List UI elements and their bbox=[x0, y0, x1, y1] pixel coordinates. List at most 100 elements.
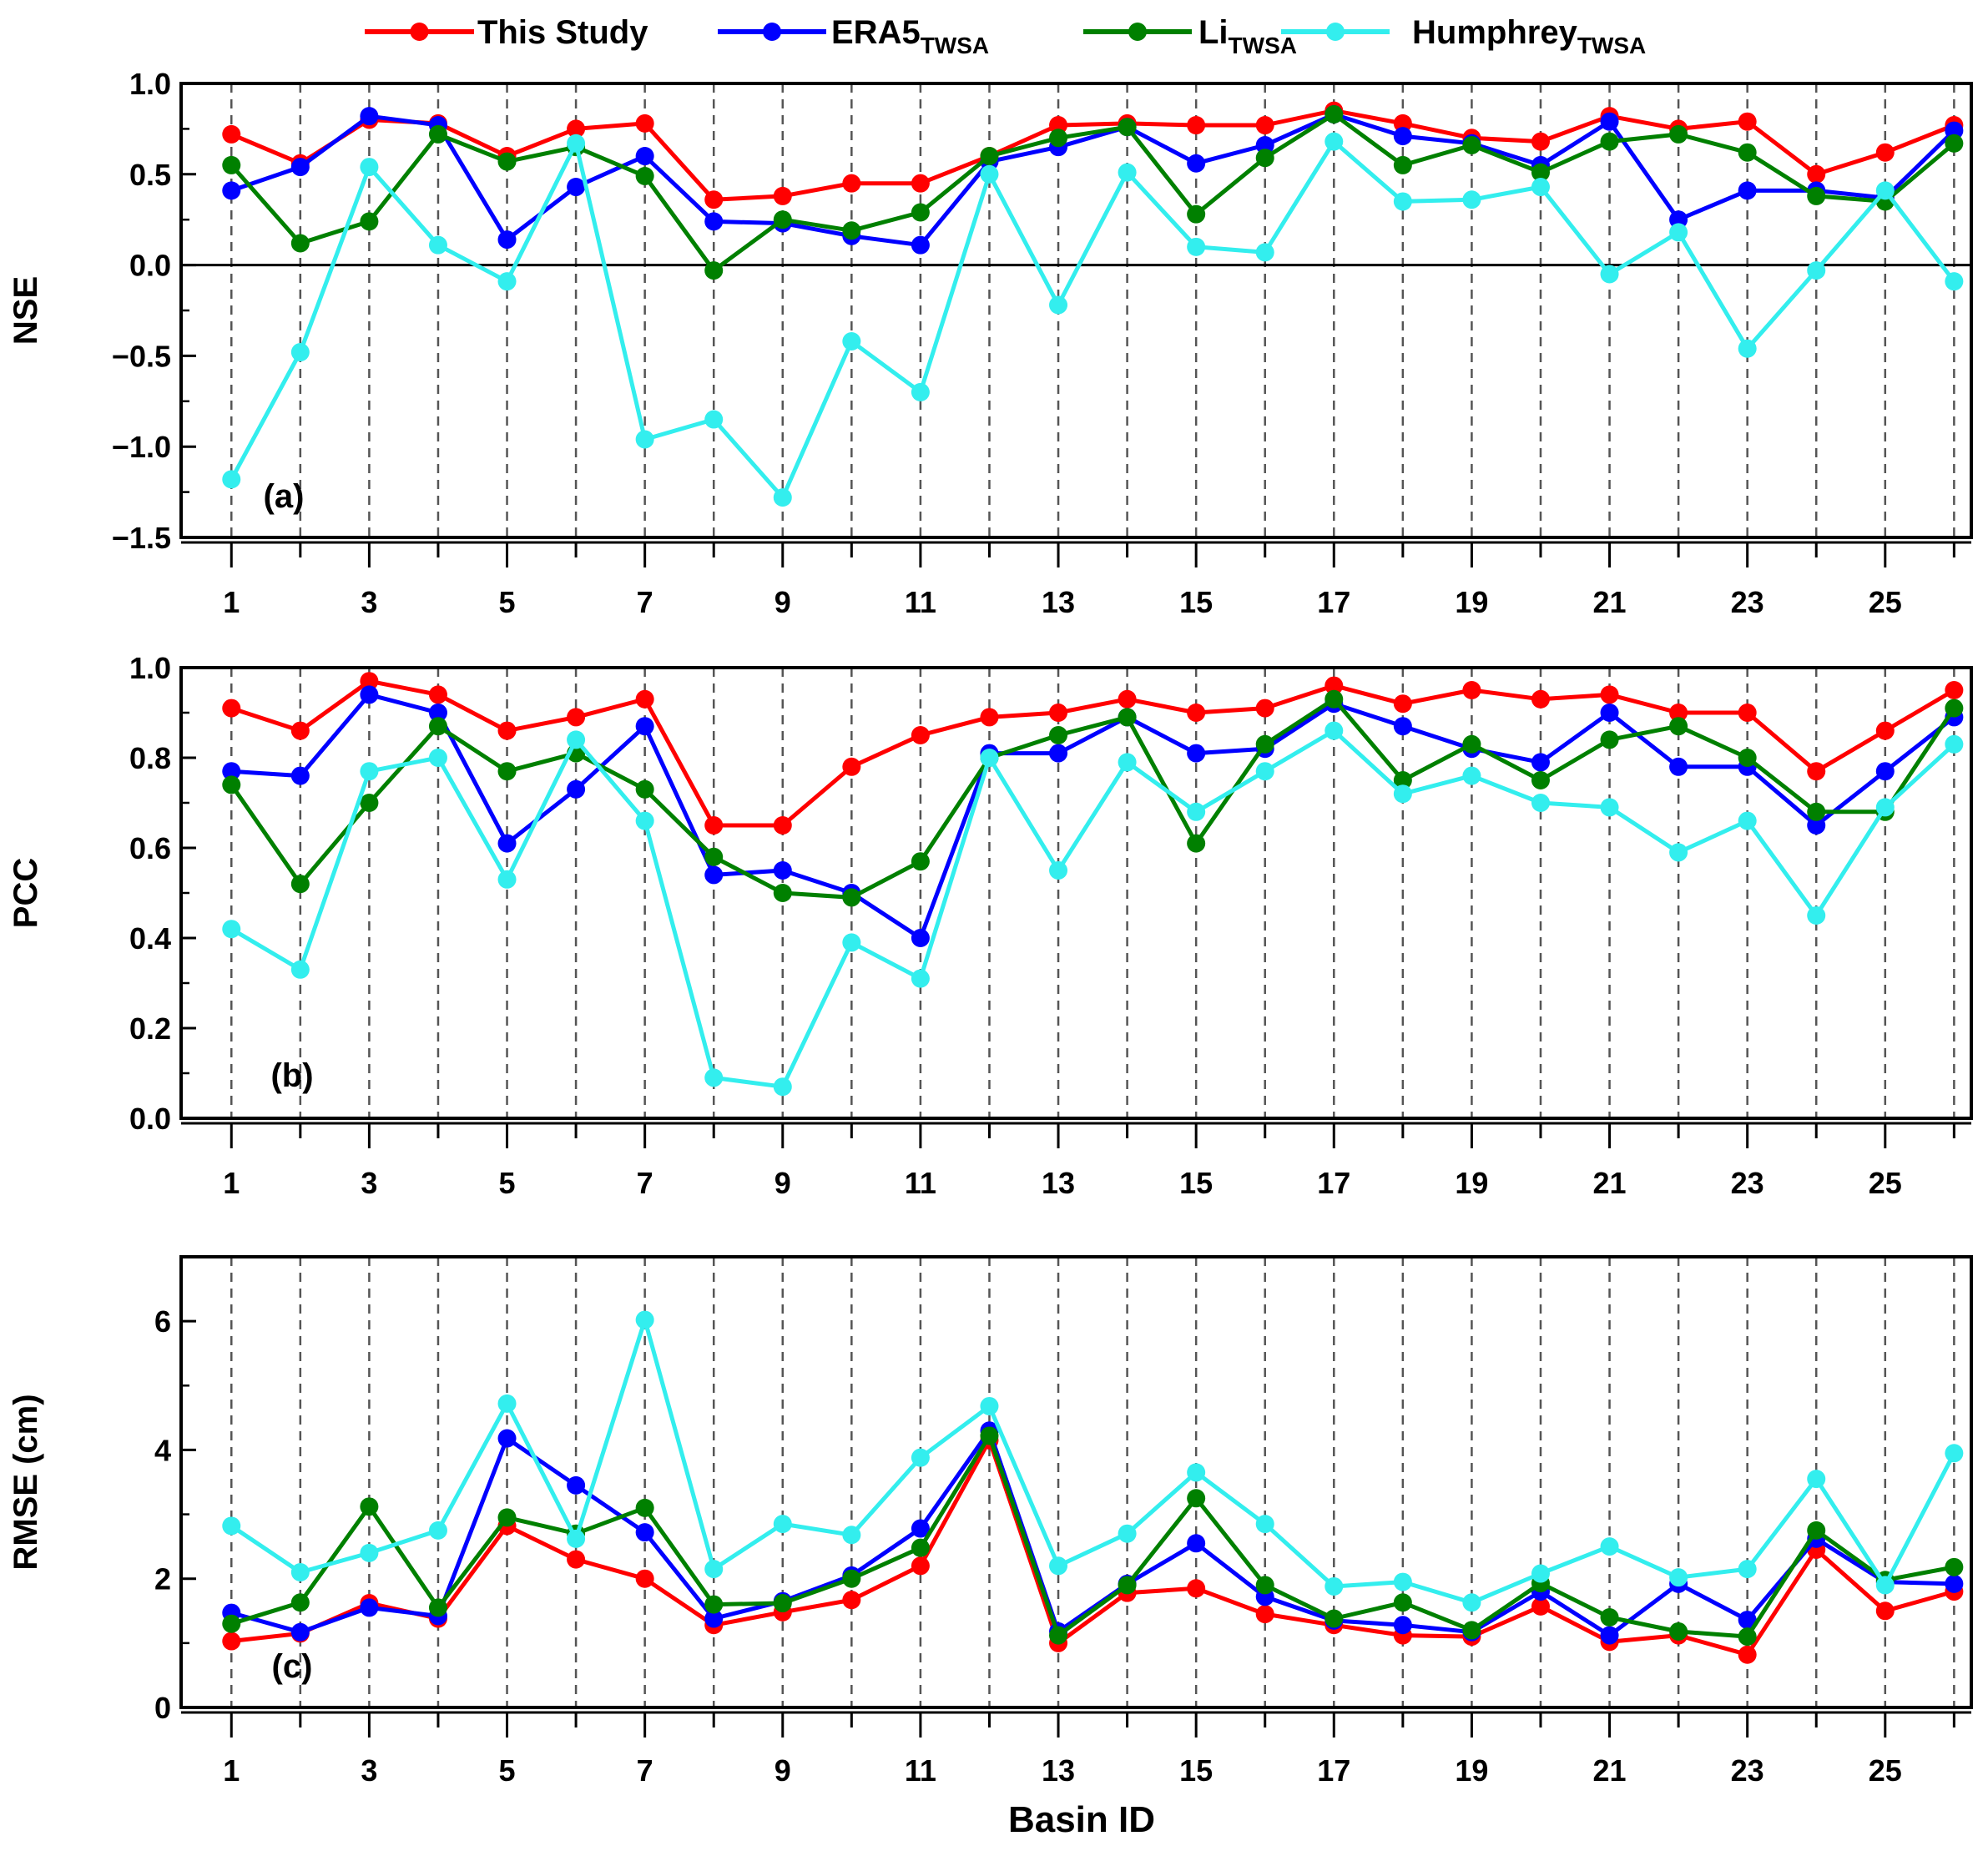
y-axis-title: NSE bbox=[8, 276, 44, 345]
x-tick-label: 3 bbox=[361, 1753, 377, 1788]
data-point bbox=[1738, 811, 1757, 830]
data-point bbox=[360, 672, 379, 691]
data-point bbox=[567, 1475, 586, 1495]
data-point bbox=[773, 210, 792, 229]
data-point bbox=[1945, 134, 1964, 153]
data-point bbox=[773, 816, 792, 835]
data-point bbox=[1875, 1576, 1895, 1595]
x-tick-label: 17 bbox=[1317, 1166, 1350, 1200]
data-point bbox=[567, 779, 586, 799]
x-tick-label: 9 bbox=[775, 1753, 791, 1788]
data-point bbox=[1049, 861, 1068, 880]
data-point bbox=[567, 1550, 586, 1569]
y-tick-label: 1.0 bbox=[129, 651, 171, 685]
data-point bbox=[911, 203, 930, 222]
data-point bbox=[222, 1614, 241, 1633]
data-point bbox=[635, 1498, 654, 1517]
data-point bbox=[1462, 681, 1481, 699]
data-point bbox=[1187, 744, 1206, 763]
panel-nse: 1.00.50.0−0.5−1.0−1.51 3 5 7 9 11 13 15 17 19 21 23… bbox=[8, 67, 1973, 619]
data-point bbox=[360, 212, 379, 231]
data-point bbox=[1255, 116, 1274, 135]
legend-label: This Study bbox=[477, 14, 648, 51]
y-tick-label: −1.0 bbox=[112, 430, 171, 464]
data-point bbox=[1945, 272, 1964, 291]
data-point bbox=[911, 174, 930, 193]
data-point bbox=[911, 929, 930, 947]
data-point bbox=[1393, 192, 1412, 211]
data-point bbox=[1738, 143, 1757, 162]
data-point bbox=[911, 726, 930, 744]
data-point bbox=[567, 1529, 586, 1548]
data-point bbox=[842, 1569, 861, 1588]
y-tick-label: 0.0 bbox=[129, 249, 171, 283]
data-point bbox=[1531, 689, 1550, 709]
data-point bbox=[1187, 237, 1206, 256]
data-point bbox=[1945, 1574, 1964, 1593]
data-point bbox=[1324, 1609, 1344, 1628]
data-point bbox=[1531, 753, 1550, 772]
data-point bbox=[704, 1068, 724, 1087]
data-point bbox=[290, 1563, 310, 1581]
data-point bbox=[360, 1497, 379, 1516]
data-point bbox=[1738, 1645, 1757, 1664]
data-point bbox=[773, 1077, 792, 1097]
data-point bbox=[1118, 1576, 1137, 1595]
data-point bbox=[1255, 135, 1274, 154]
data-point bbox=[1049, 1556, 1068, 1576]
x-tick-label: 3 bbox=[361, 585, 377, 619]
data-point bbox=[1049, 295, 1068, 315]
y-tick-label: 4 bbox=[154, 1433, 171, 1467]
data-point bbox=[842, 174, 861, 193]
data-point bbox=[290, 875, 310, 894]
legend-name: Humphrey bbox=[1412, 14, 1578, 51]
data-point bbox=[1531, 1564, 1550, 1583]
data-point bbox=[497, 1394, 517, 1413]
data-point bbox=[1187, 116, 1206, 135]
panel-label: (c) bbox=[272, 1648, 313, 1685]
x-tick-label: 7 bbox=[637, 1166, 653, 1200]
x-tick-label: 9 bbox=[775, 1166, 791, 1200]
data-point bbox=[567, 708, 586, 727]
data-point bbox=[497, 1508, 517, 1527]
data-point bbox=[1462, 1593, 1481, 1612]
data-point bbox=[1393, 717, 1412, 736]
data-point bbox=[1531, 178, 1550, 197]
data-point bbox=[360, 158, 379, 177]
data-point bbox=[1393, 1572, 1412, 1591]
legend-item: LiTWSA bbox=[1083, 14, 1297, 58]
data-point bbox=[222, 920, 241, 939]
data-point bbox=[1255, 1576, 1274, 1595]
legend-label: ERA5TWSA bbox=[831, 14, 989, 58]
data-point bbox=[1875, 762, 1895, 781]
legend-marker bbox=[763, 23, 781, 41]
data-point bbox=[1255, 243, 1274, 262]
data-point bbox=[911, 1538, 930, 1557]
data-point bbox=[635, 1310, 654, 1329]
data-point bbox=[980, 147, 999, 166]
x-tick-label: 25 bbox=[1869, 585, 1902, 619]
x-tick-label: 25 bbox=[1869, 1166, 1902, 1200]
data-point bbox=[980, 749, 999, 767]
x-tick-label: 19 bbox=[1455, 1753, 1488, 1788]
data-point bbox=[773, 488, 792, 507]
data-point bbox=[1324, 676, 1344, 695]
data-point bbox=[1807, 816, 1826, 835]
series-line bbox=[230, 678, 1955, 828]
data-point bbox=[1187, 1579, 1206, 1598]
data-point bbox=[773, 861, 792, 880]
x-tick-label: 13 bbox=[1042, 1753, 1075, 1788]
data-point bbox=[428, 1521, 447, 1540]
data-point bbox=[1807, 164, 1826, 184]
data-point bbox=[1600, 798, 1619, 817]
plot-frame bbox=[179, 82, 1973, 539]
data-point bbox=[635, 430, 654, 449]
data-point bbox=[911, 1519, 930, 1538]
x-tick-label: 11 bbox=[905, 585, 936, 619]
data-point bbox=[1807, 906, 1826, 925]
data-point bbox=[222, 699, 241, 718]
data-point bbox=[1945, 1557, 1964, 1576]
data-point bbox=[290, 721, 310, 740]
